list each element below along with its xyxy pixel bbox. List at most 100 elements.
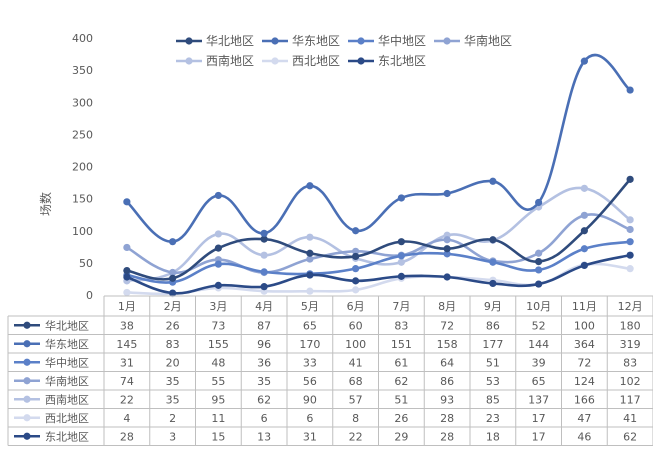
- table-cell: 15: [211, 430, 225, 443]
- table-cell: 74: [120, 375, 134, 388]
- table-cell: 52: [532, 319, 546, 332]
- data-point: [626, 216, 634, 224]
- table-cell: 2: [169, 412, 176, 425]
- table-cell: 65: [303, 319, 317, 332]
- table-cell: 28: [120, 430, 134, 443]
- legend-marker: [271, 57, 279, 65]
- data-point: [397, 272, 405, 280]
- data-point: [169, 289, 177, 297]
- table-cell: 35: [166, 393, 180, 406]
- x-tick-label: 9月: [484, 300, 502, 313]
- data-point: [352, 227, 360, 235]
- data-point: [535, 266, 543, 274]
- data-point: [169, 268, 177, 277]
- table-cell: 61: [394, 356, 408, 369]
- table-cell: 46: [577, 430, 591, 443]
- legend-label: 华北地区: [206, 34, 254, 48]
- table-cell: 35: [257, 375, 271, 388]
- legend-label: 西北地区: [292, 54, 340, 68]
- series-2: [123, 53, 634, 246]
- data-point: [352, 247, 360, 255]
- table-cell: 170: [299, 338, 320, 351]
- series-1: [123, 175, 634, 282]
- table-row-label: 华东地区: [45, 337, 89, 351]
- table-row: 东北地区 28 3 15 13 31 22 29 28 18 17 46 62: [14, 430, 637, 443]
- legend-marker: [23, 414, 31, 422]
- table-cell: 17: [532, 430, 546, 443]
- table-cell: 18: [486, 430, 500, 443]
- table-row-label: 东北地区: [45, 430, 89, 443]
- data-point: [489, 258, 497, 266]
- table-cell: 29: [394, 430, 408, 443]
- table-cell: 137: [528, 393, 549, 406]
- table-cell: 102: [620, 375, 641, 388]
- table-cell: 364: [574, 338, 595, 351]
- table-cell: 62: [623, 430, 637, 443]
- table-row-label: 华中地区: [45, 355, 89, 369]
- legend-marker: [23, 377, 31, 385]
- legend-marker: [23, 395, 31, 403]
- x-tick-label: 11月: [572, 300, 597, 313]
- data-point: [535, 280, 543, 288]
- data-point: [306, 271, 314, 279]
- table-cell: 124: [574, 375, 595, 388]
- y-tick-label: 100: [72, 225, 93, 238]
- table-row-label: 西北地区: [45, 412, 89, 425]
- legend-label: 西南地区: [206, 53, 254, 68]
- table-cell: 41: [349, 356, 363, 369]
- y-tick-label: 400: [72, 32, 93, 45]
- data-point: [352, 286, 360, 294]
- table-cell: 53: [486, 375, 500, 388]
- data-point: [535, 198, 543, 207]
- data-point: [489, 236, 497, 244]
- series-4: [123, 211, 634, 277]
- x-tick-label: 3月: [209, 300, 227, 313]
- y-tick-label: 200: [72, 161, 93, 174]
- x-tick-label: 12月: [618, 300, 643, 313]
- legend-label: 华中地区: [378, 33, 426, 48]
- data-point: [443, 236, 451, 244]
- table-cell: 151: [391, 338, 412, 351]
- table-row: 华南地区 74 35 55 35 56 68 62 86 53 65 124 102: [14, 374, 641, 388]
- table-cell: 145: [116, 338, 137, 351]
- table-cell: 64: [440, 356, 454, 369]
- table-cell: 177: [482, 338, 503, 351]
- table-cell: 83: [623, 356, 637, 369]
- data-point: [443, 189, 451, 198]
- y-axis-label: 场数: [38, 192, 53, 216]
- legend-item: 西北地区: [262, 54, 340, 68]
- table-cell: 144: [528, 338, 549, 351]
- series-7: [123, 251, 634, 297]
- table-cell: 57: [349, 393, 363, 406]
- table-cell: 17: [532, 412, 546, 425]
- table-cell: 158: [437, 338, 458, 351]
- table-cell: 100: [574, 319, 595, 332]
- table-cell: 48: [211, 356, 225, 369]
- table-cell: 23: [486, 412, 500, 425]
- legend-marker: [443, 37, 451, 45]
- y-tick-label: 150: [72, 193, 93, 206]
- legend-marker: [185, 37, 193, 45]
- x-tick-label: 8月: [438, 300, 456, 313]
- table-cell: 47: [577, 412, 591, 425]
- data-point: [123, 266, 131, 275]
- table-cell: 28: [440, 430, 454, 443]
- data-point: [169, 238, 177, 246]
- table-cell: 51: [394, 393, 408, 406]
- table-cell: 155: [208, 338, 229, 351]
- legend-marker: [185, 57, 193, 65]
- legend-item: 华南地区: [434, 33, 512, 48]
- data-point: [260, 229, 268, 237]
- legend-label: 华东地区: [292, 34, 340, 48]
- table-cell: 62: [394, 375, 408, 388]
- legend-marker: [23, 432, 31, 440]
- data-point: [306, 255, 314, 263]
- table-cell: 83: [166, 338, 180, 351]
- table-cell: 100: [345, 338, 366, 351]
- data-point: [123, 288, 131, 297]
- data-point: [443, 273, 451, 281]
- table-cell: 85: [486, 393, 500, 406]
- data-point: [580, 227, 588, 235]
